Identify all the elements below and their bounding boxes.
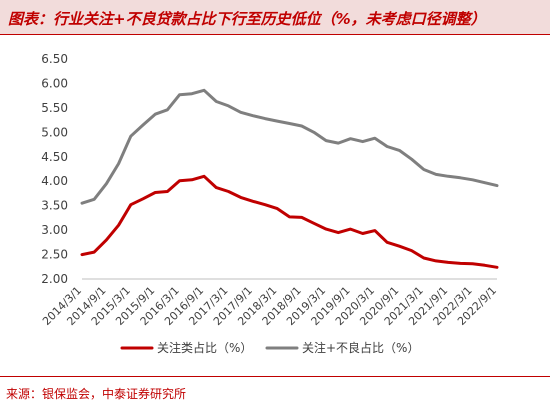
- line-chart: 2.00 2.50 3.00 3.50 4.00 4.50 5.00 5.50 6.00 6.50…: [40, 52, 499, 355]
- legend-label-1: 关注+不良占比（%）: [302, 340, 419, 355]
- source-note: 来源：银保监会，中泰证券研究所: [6, 387, 187, 401]
- legend-label-0: 关注类占比（%）: [157, 340, 252, 355]
- source-divider: [0, 376, 550, 377]
- y-tick-label: 3.50: [41, 199, 68, 213]
- y-tick-label: 4.50: [41, 150, 68, 164]
- series-line-1: [80, 88, 499, 205]
- chart-title: 图表：行业关注+不良贷款占比下行至历史低位（%，未考虑口径调整）: [8, 10, 486, 28]
- y-tick-label: 6.50: [41, 52, 68, 66]
- y-tick-label: 2.00: [41, 272, 68, 286]
- y-tick-label: 4.00: [41, 174, 68, 188]
- title-bar: 图表：行业关注+不良贷款占比下行至历史低位（%，未考虑口径调整）: [0, 0, 550, 35]
- y-tick-label: 2.50: [41, 248, 68, 262]
- y-tick-label: 6.00: [41, 76, 68, 90]
- series-line-0: [80, 174, 499, 269]
- y-tick-label: 3.00: [41, 223, 68, 237]
- y-tick-label: 5.50: [41, 101, 68, 115]
- y-tick-label: 5.00: [41, 125, 68, 139]
